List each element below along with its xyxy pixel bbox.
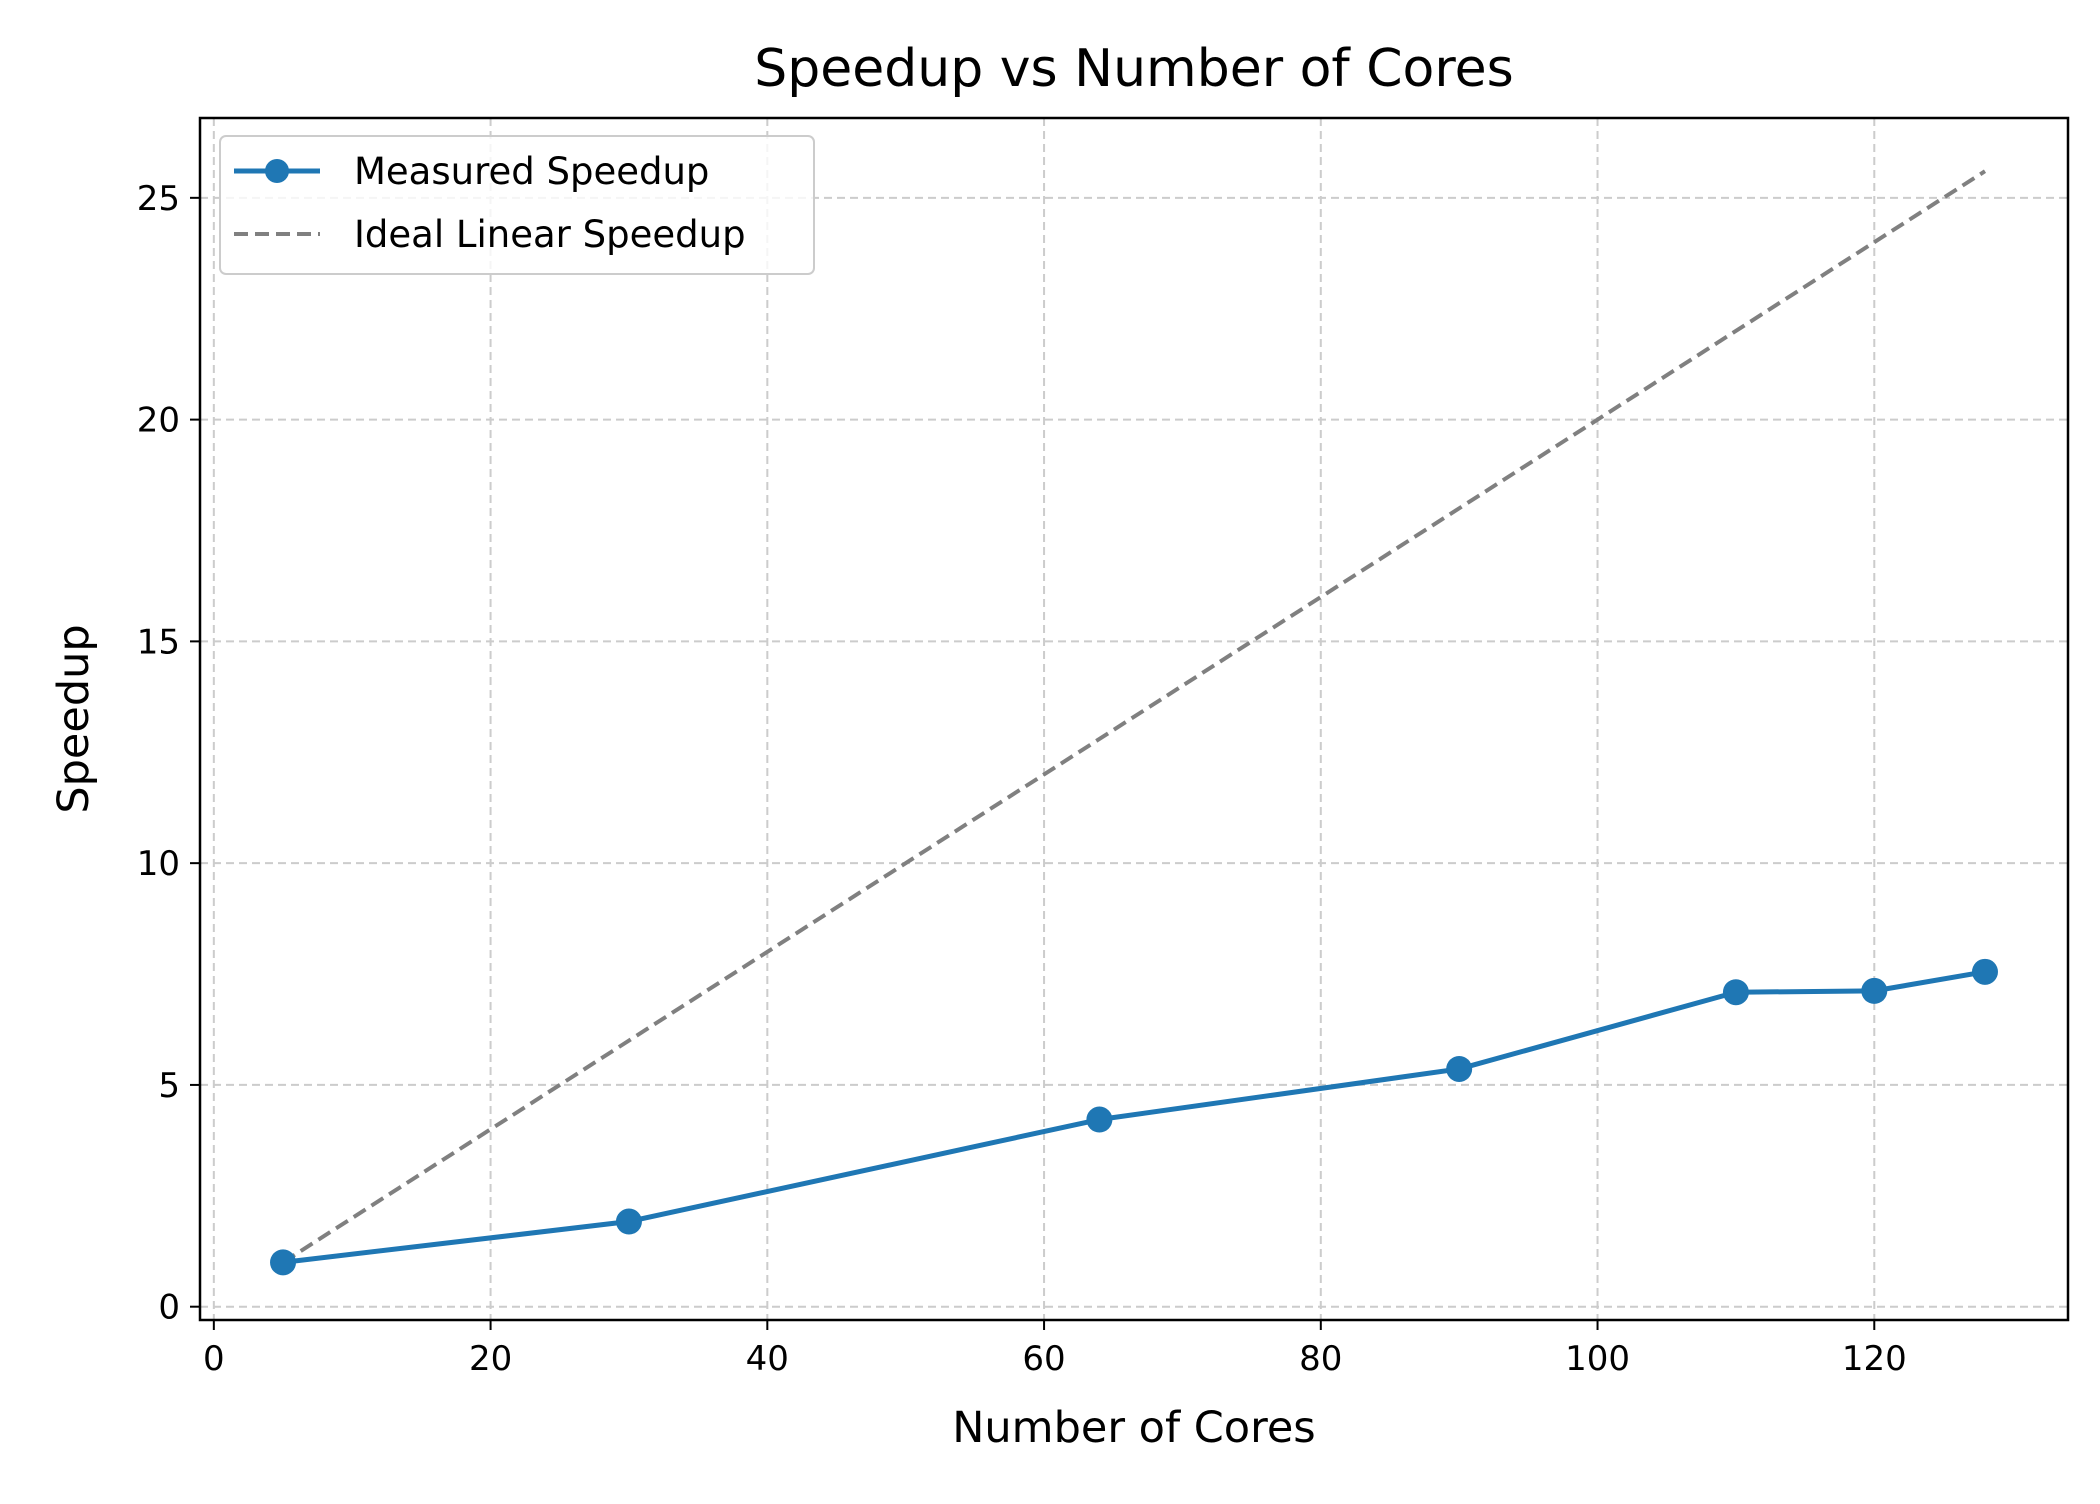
y-tick-label: 15 [137,622,180,662]
chart-title: Speedup vs Number of Cores [754,39,1513,99]
x-axis-title: Number of Cores [952,1403,1315,1453]
measured-speedup-point [1971,958,1998,985]
x-tick-label: 40 [746,1339,789,1379]
measured-speedup-point [1722,979,1749,1006]
legend-label-measured: Measured Speedup [354,150,709,193]
plot-area-frame [198,116,2070,1322]
legend-box [219,135,815,275]
x-tick-label: 0 [203,1339,225,1379]
y-tick-label: 5 [158,1066,180,1106]
y-tick-label: 25 [137,179,180,219]
measured-series-layer [270,958,1998,1276]
legend: Measured Speedup Ideal Linear Speedup [219,135,815,275]
grid-lines [200,118,2068,1320]
legend-label-ideal: Ideal Linear Speedup [354,213,746,256]
x-tick-label: 60 [1022,1339,1065,1379]
measured-speedup-point [615,1208,642,1235]
y-tick-label: 20 [137,401,180,441]
axis-ticks: 0 20 40 60 80 100 120 0 5 10 15 20 25 [137,179,1907,1379]
x-tick-label: 80 [1299,1339,1342,1379]
y-tick-label: 0 [158,1288,180,1328]
measured-speedup-point [1086,1106,1113,1133]
y-axis-title: Speedup [49,624,99,813]
x-tick-label: 100 [1565,1339,1630,1379]
measured-speedup-point [1446,1055,1473,1082]
x-tick-label: 20 [469,1339,512,1379]
measured-speedup-point [270,1249,297,1276]
legend-marker-measured [265,159,289,183]
ideal-series-layer [281,169,1987,1265]
y-tick-label: 10 [137,844,180,884]
measured-speedup-point [1861,977,1888,1004]
ideal-speedup-line [281,169,1987,1265]
x-tick-label: 120 [1842,1339,1907,1379]
